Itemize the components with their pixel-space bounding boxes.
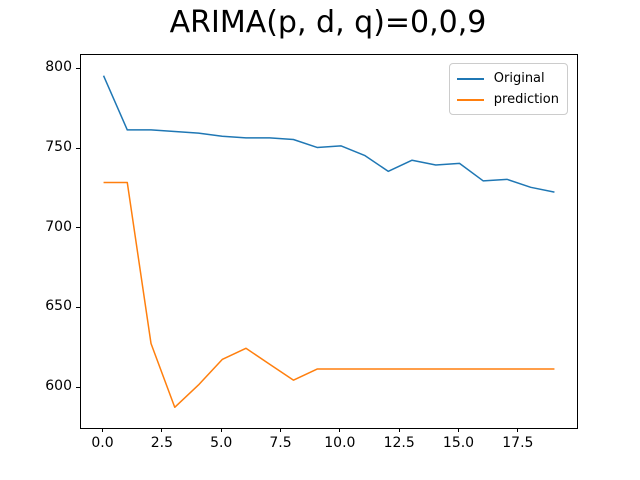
y-tick-mark <box>76 67 80 69</box>
x-tick-label: 7.5 <box>269 435 292 451</box>
x-tick-mark <box>102 428 104 432</box>
y-tick-mark <box>76 227 80 229</box>
x-tick-label: 2.5 <box>150 435 173 451</box>
x-tick-mark <box>220 428 222 432</box>
series-line-original <box>102 75 555 193</box>
x-tick-label: 10.0 <box>324 435 356 451</box>
legend-label-prediction: prediction <box>493 92 559 107</box>
x-tick-label: 12.5 <box>383 435 415 451</box>
x-tick-mark <box>339 428 341 432</box>
series-line-prediction <box>103 181 555 409</box>
x-tick-label: 0.0 <box>91 435 114 451</box>
chart-title: ARIMA(p, d, q)=0,0,9 <box>169 5 487 40</box>
legend-item-original: Original <box>456 68 559 89</box>
y-tick-label: 650 <box>45 298 72 315</box>
x-tick-label: 17.5 <box>502 435 534 451</box>
legend-line-swatch-original <box>456 77 484 80</box>
x-tick-mark <box>517 428 519 432</box>
x-tick-mark <box>398 428 400 432</box>
plot-area: Original prediction <box>80 54 578 429</box>
legend: Original prediction <box>448 63 568 115</box>
y-tick-mark <box>76 147 80 149</box>
x-tick-mark <box>161 428 163 432</box>
x-tick-label: 5.0 <box>210 435 233 451</box>
y-tick-label: 700 <box>45 218 72 235</box>
chart-canvas <box>102 75 555 409</box>
x-tick-mark <box>280 428 282 432</box>
legend-item-prediction: prediction <box>456 89 559 110</box>
legend-label-original: Original <box>493 71 545 86</box>
y-tick-label: 600 <box>45 378 72 395</box>
y-tick-mark <box>76 306 80 308</box>
x-tick-mark <box>458 428 460 432</box>
y-tick-mark <box>76 386 80 388</box>
x-tick-label: 15.0 <box>442 435 475 451</box>
legend-line-swatch-prediction <box>456 98 484 101</box>
y-tick-label: 750 <box>45 139 72 156</box>
y-tick-label: 800 <box>45 59 72 76</box>
